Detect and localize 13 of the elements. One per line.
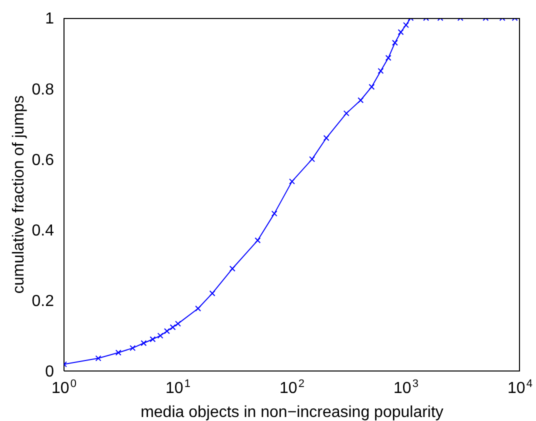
y-tick-label: 0.6	[32, 152, 54, 169]
x-axis-title: media objects in non−increasing popularity	[140, 404, 444, 421]
y-tick-label: 0.2	[32, 293, 54, 310]
x-tick-label: 10$^{1}$	[166, 378, 190, 397]
x-tick-label: 10$^{4}$	[508, 378, 532, 397]
y-tick-label: 0.8	[32, 81, 54, 98]
x-tick-label: 10$^{2}$	[280, 378, 304, 397]
y-tick-label: 0	[45, 364, 54, 381]
y-axis-title: cumulative fraction of jumps	[10, 95, 28, 294]
x-tick-label: 10$^{0}$	[52, 378, 76, 397]
x-tick-label: 10$^{3}$	[394, 378, 418, 397]
y-tick-label: 0.4	[32, 222, 54, 240]
y-tick-label: 1	[45, 10, 54, 28]
